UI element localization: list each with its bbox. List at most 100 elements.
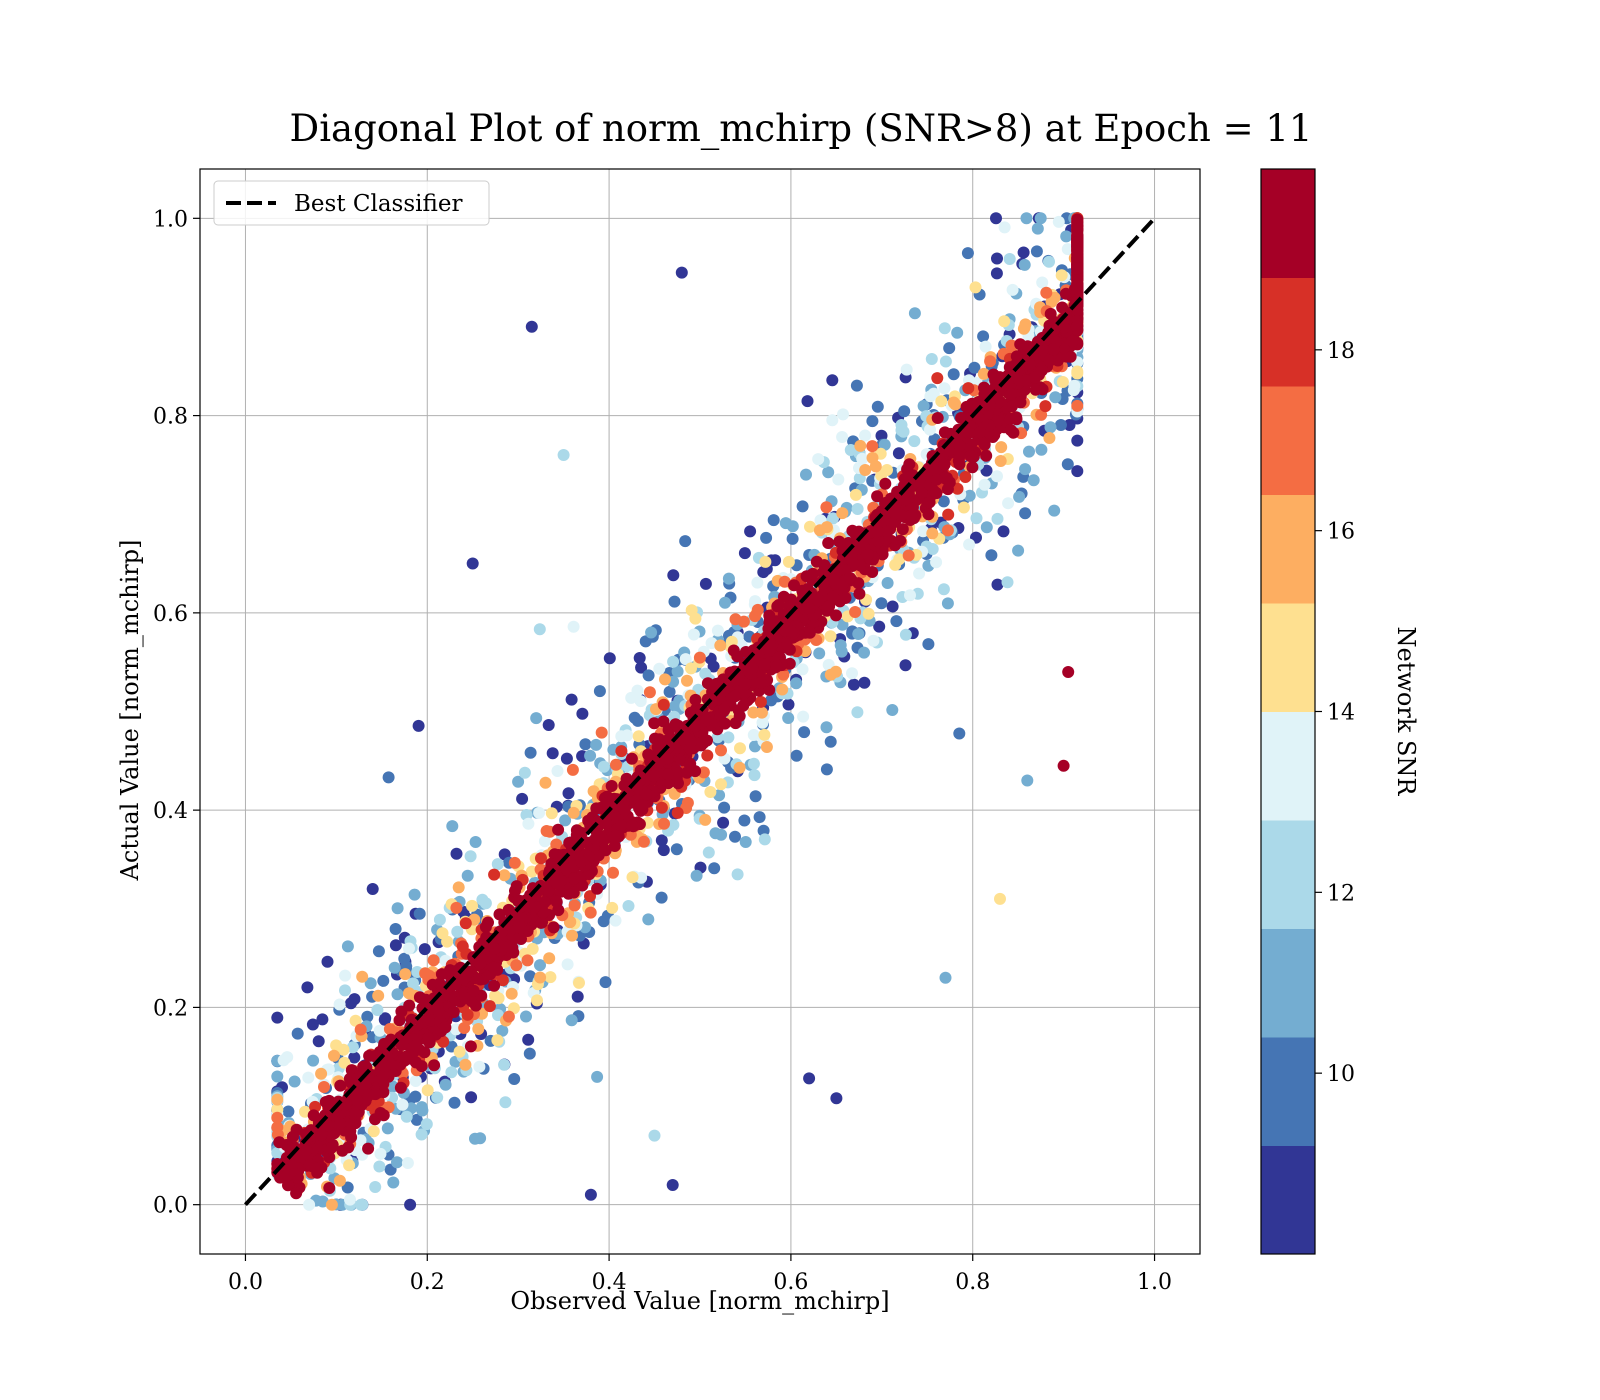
scatter-point	[510, 959, 523, 972]
scatter-point	[960, 425, 973, 438]
scatter-point	[403, 987, 415, 1000]
scatter-point	[545, 807, 558, 820]
scatter-point	[597, 760, 610, 773]
scatter-point	[403, 999, 416, 1012]
scatter-point	[760, 741, 773, 753]
scatter-point	[302, 1071, 315, 1084]
y-axis-label: Actual Value [norm_mchirp]	[116, 540, 144, 882]
scatter-point	[1040, 286, 1053, 299]
scatter-point	[599, 976, 612, 989]
scatter-point	[379, 1060, 392, 1072]
scatter-point	[779, 517, 792, 530]
scatter-point	[974, 426, 986, 439]
scatter-point	[271, 1111, 284, 1124]
scatter-point	[770, 660, 783, 673]
colorbar-segment	[1261, 1145, 1315, 1255]
scatter-point	[875, 429, 888, 442]
scatter-point	[396, 1098, 409, 1111]
scatter-point	[941, 524, 954, 537]
scatter-point	[990, 212, 1002, 225]
chart-title: Diagonal Plot of norm_mchirp (SNR>8) at …	[290, 107, 1313, 151]
scatter-point	[482, 916, 494, 929]
scatter-point	[635, 661, 648, 674]
scatter-point	[496, 974, 509, 987]
scatter-point	[862, 607, 875, 620]
scatter-point	[666, 1179, 679, 1191]
scatter-point	[796, 500, 809, 513]
scatter-point	[858, 646, 870, 659]
scatter-point	[348, 1051, 361, 1064]
scatter-point	[340, 1095, 353, 1108]
colorbar-segment	[1261, 494, 1315, 604]
scatter-point	[1012, 544, 1025, 557]
scatter-point	[271, 1070, 284, 1083]
scatter-point	[776, 683, 789, 696]
scatter-point	[413, 991, 426, 1004]
scatter-point	[846, 667, 858, 680]
scatter-point	[1006, 283, 1019, 296]
colorbar-label: Network SNR	[1392, 627, 1420, 797]
scatter-point	[483, 1000, 496, 1013]
scatter-point	[1067, 384, 1080, 397]
scatter-point	[1060, 287, 1072, 300]
scatter-point	[605, 780, 618, 792]
scatter-point	[938, 382, 951, 395]
scatter-point	[1049, 391, 1062, 404]
y-tick-label: 1.0	[153, 207, 188, 232]
scatter-point	[759, 555, 772, 568]
scatter-point	[584, 1188, 597, 1201]
scatter-point	[515, 921, 527, 934]
scatter-point	[441, 935, 454, 948]
scatter-point	[323, 1094, 336, 1107]
scatter-point	[413, 907, 426, 920]
scatter-point	[465, 1091, 478, 1104]
scatter-point	[373, 1024, 386, 1037]
scatter-point	[571, 990, 584, 1003]
scatter-point	[858, 676, 871, 689]
scatter-point	[410, 1113, 423, 1126]
scatter-point	[642, 669, 655, 682]
scatter-point	[696, 736, 709, 749]
scatter-point	[637, 835, 650, 848]
scatter-point	[679, 653, 692, 666]
scatter-point	[473, 1060, 486, 1073]
scatter-point	[575, 855, 588, 868]
scatter-point	[356, 970, 369, 983]
scatter-point	[881, 577, 894, 589]
scatter-point	[355, 1198, 367, 1211]
scatter-point	[659, 673, 671, 686]
scatter-point	[754, 677, 767, 689]
scatter-point	[749, 790, 762, 803]
scatter-point	[1043, 432, 1056, 444]
scatter-point	[550, 876, 563, 889]
scatter-point	[456, 940, 469, 953]
scatter-point	[847, 557, 860, 570]
scatter-point	[1019, 463, 1032, 476]
scatter-point	[888, 507, 901, 520]
scatter-point	[452, 881, 465, 894]
scatter-point	[942, 508, 955, 521]
scatter-point	[306, 1018, 319, 1031]
scatter-point	[826, 374, 839, 387]
scatter-point	[361, 1010, 374, 1023]
scatter-point	[1035, 443, 1048, 456]
scatter-point	[702, 846, 715, 859]
scatter-point	[489, 989, 501, 1002]
scatter-point	[797, 710, 810, 723]
scatter-point	[587, 785, 600, 798]
scatter-point	[502, 903, 515, 916]
scatter-point	[1027, 474, 1040, 487]
scatter-point	[655, 801, 668, 814]
scatter-point	[341, 940, 354, 953]
scatter-point	[832, 473, 845, 486]
scatter-point	[739, 836, 752, 848]
scatter-point	[622, 900, 635, 912]
scatter-point	[655, 891, 668, 904]
scatter-point	[968, 361, 981, 374]
scatter-point	[618, 804, 631, 817]
scatter-point	[474, 1132, 487, 1145]
scatter-point	[488, 942, 501, 955]
scatter-point	[913, 567, 926, 580]
y-tick-label: 0.4	[153, 799, 188, 824]
scatter-point	[826, 414, 839, 427]
